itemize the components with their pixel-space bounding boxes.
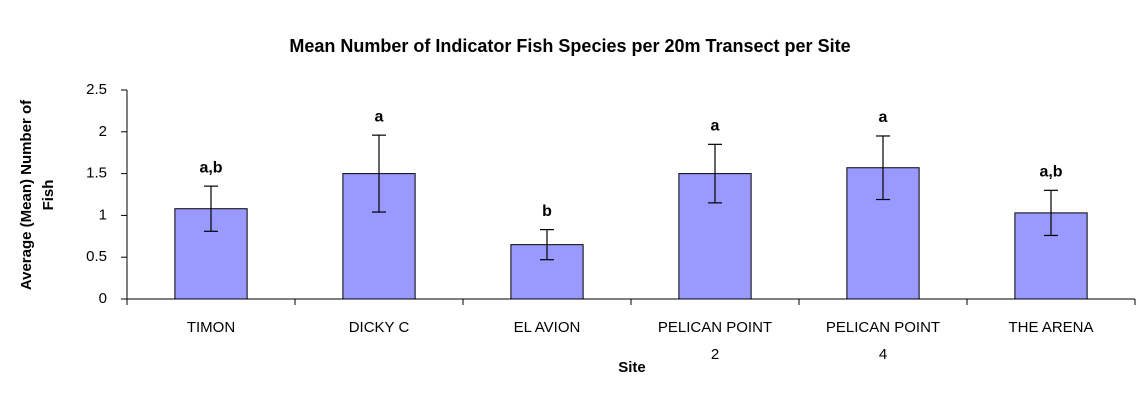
x-tick-label: TIMON bbox=[187, 319, 235, 336]
annotation: a,b bbox=[199, 159, 222, 176]
y-tick-label: 1.5 bbox=[86, 165, 107, 182]
x-tick-label: PELICAN POINT 2 bbox=[658, 319, 772, 363]
y-tick-label: 2.5 bbox=[86, 81, 107, 98]
error-bar bbox=[540, 229, 554, 261]
annotation: a,b bbox=[1039, 164, 1062, 181]
x-tick-label: DICKY C bbox=[349, 319, 410, 336]
error-bar bbox=[372, 134, 386, 213]
error-bar bbox=[204, 185, 218, 232]
y-tick-label: 1 bbox=[99, 206, 107, 223]
annotation: a bbox=[375, 108, 384, 125]
y-tick-label: 2 bbox=[99, 123, 107, 140]
error-bar bbox=[1044, 189, 1058, 237]
chart-title: Mean Number of Indicator Fish Species pe… bbox=[289, 36, 850, 56]
annotation: a bbox=[711, 118, 720, 135]
y-tick-label: 0 bbox=[99, 290, 107, 307]
error-bar bbox=[708, 143, 722, 204]
y-tick-label: 0.5 bbox=[86, 248, 107, 265]
x-tick-label: THE ARENA bbox=[1008, 319, 1093, 336]
annotation: b bbox=[542, 203, 552, 220]
y-axis-label: Average (Mean) Number of Fish bbox=[18, 99, 57, 290]
error-bar bbox=[876, 135, 890, 201]
annotation: a bbox=[879, 109, 888, 126]
x-tick-label: EL AVION bbox=[514, 319, 581, 336]
x-tick-label: PELICAN POINT 4 bbox=[826, 319, 940, 363]
x-axis-label: Site bbox=[618, 359, 646, 376]
